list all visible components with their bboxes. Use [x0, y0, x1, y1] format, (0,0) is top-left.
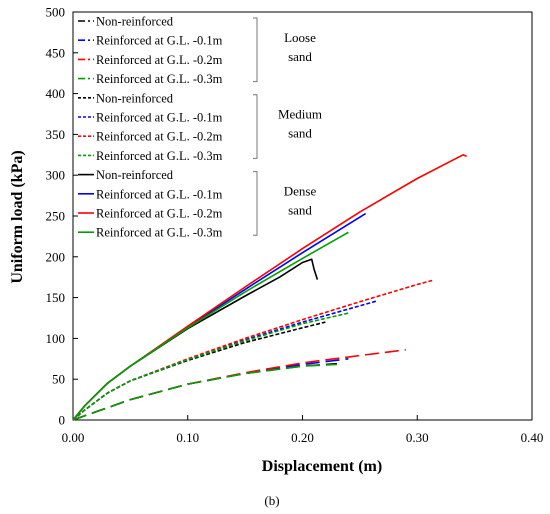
x-tick-label: 0.40	[521, 430, 544, 445]
x-tick-label: 0.10	[176, 430, 199, 445]
legend-group-label: sand	[288, 49, 312, 64]
x-tick-label: 0.00	[62, 430, 85, 445]
legend-group-label: Dense	[284, 183, 317, 198]
figure-caption: (b)	[264, 493, 279, 508]
series-line-group2-1	[72, 321, 326, 421]
legend-group-label: Medium	[278, 107, 322, 122]
legend-entry: Reinforced at G.L. -0.2m	[96, 207, 223, 221]
y-tick-label: 500	[46, 5, 66, 20]
legend-entry: Reinforced at G.L. -0.2m	[96, 130, 223, 144]
legend-entry: Reinforced at G.L. -0.1m	[96, 34, 223, 48]
legend: Non-reinforced Reinforced at G.L. -0.1m Re…	[78, 15, 322, 240]
legend-entry: Reinforced at G.L. -0.1m	[96, 111, 223, 125]
series-layer	[72, 154, 467, 421]
series-line-group3-4	[72, 231, 349, 421]
legend-entry: Reinforced at G.L. -0.2m	[96, 53, 223, 67]
legend-entry: Non-reinforced	[96, 91, 174, 105]
y-tick-label: 450	[46, 45, 66, 60]
y-tick-label: 200	[46, 249, 66, 264]
series-line-group1-4	[72, 363, 337, 421]
axis-ticks: 0.00 0.10 0.20 0.30 0.40 0 50 100 150 200 250 300 35…	[46, 5, 544, 446]
y-tick-label: 250	[46, 209, 66, 224]
series-line-group2-4	[72, 312, 349, 421]
series-line-group1-1	[72, 362, 337, 421]
x-tick-label: 0.30	[406, 430, 429, 445]
legend-group-label: Loose	[284, 30, 316, 45]
y-tick-label: 0	[59, 413, 66, 428]
legend-entry: Reinforced at G.L. -0.3m	[96, 226, 223, 240]
legend-bracket	[253, 94, 258, 159]
y-tick-label: 150	[46, 290, 66, 305]
legend-bracket	[253, 171, 258, 236]
y-axis-label: Uniform load (kPa)	[9, 150, 26, 283]
series-line-group2-3	[72, 279, 433, 421]
legend-entry: Reinforced at G.L. -0.1m	[96, 187, 223, 201]
y-tick-label: 300	[46, 168, 66, 183]
legend-bracket	[253, 17, 258, 83]
legend-group-label: sand	[288, 126, 312, 141]
series-line-group3-1	[72, 258, 319, 421]
y-tick-label: 350	[46, 127, 66, 142]
y-tick-label: 400	[46, 86, 66, 101]
y-tick-label: 50	[52, 372, 65, 387]
x-axis-label: Displacement (m)	[262, 458, 382, 475]
x-tick-label: 0.20	[291, 430, 314, 445]
legend-entry: Non-reinforced	[96, 168, 174, 182]
legend-group-label: sand	[288, 202, 312, 217]
legend-entry: Reinforced at G.L. -0.3m	[96, 149, 223, 163]
y-tick-label: 100	[46, 331, 66, 346]
legend-entry: Non-reinforced	[96, 15, 174, 29]
legend-entry: Reinforced at G.L. -0.3m	[96, 72, 223, 86]
